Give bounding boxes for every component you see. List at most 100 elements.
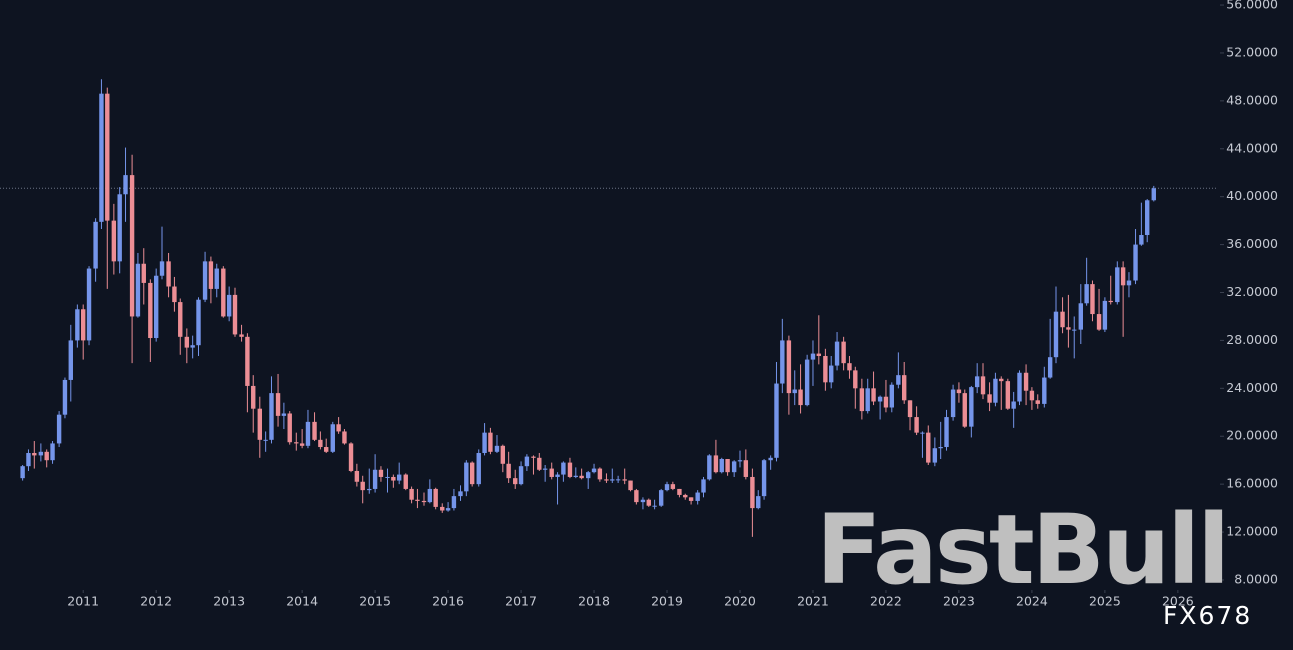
candle-body xyxy=(469,462,475,485)
x-tick-label: 2023 xyxy=(943,594,975,609)
watermark: FastBull xyxy=(816,494,1227,606)
candle-body xyxy=(987,394,992,403)
y-tick-label: 56.0000 xyxy=(1226,0,1278,12)
candle-body xyxy=(1011,401,1016,409)
candle-body xyxy=(901,375,907,401)
candle-body xyxy=(604,479,609,481)
candle-body xyxy=(178,302,183,337)
candle-body xyxy=(707,455,712,480)
candle-body xyxy=(360,481,365,491)
x-tick-label: 2019 xyxy=(651,594,683,609)
candle-body xyxy=(628,480,633,491)
candle-body xyxy=(342,431,347,444)
candle-body xyxy=(336,424,341,432)
candle-body xyxy=(1042,377,1047,404)
candle-body xyxy=(415,499,420,501)
candle-body xyxy=(1102,300,1108,330)
candle-body xyxy=(853,370,858,389)
y-tick-label: 36.0000 xyxy=(1226,236,1278,251)
y-tick-label: 20.0000 xyxy=(1226,428,1278,443)
candle-body xyxy=(962,393,967,427)
candle-body xyxy=(664,484,670,491)
candle-body xyxy=(348,443,354,471)
candle-body xyxy=(896,375,901,385)
candle-body xyxy=(658,490,664,506)
candle-body xyxy=(239,334,244,337)
candle-body xyxy=(1072,329,1077,331)
candle-body xyxy=(761,460,767,497)
candle-body xyxy=(208,261,214,289)
candle-body xyxy=(391,476,396,481)
candle-body xyxy=(202,261,208,300)
candle-body xyxy=(38,451,44,456)
candle-body xyxy=(458,491,463,497)
candle-body xyxy=(926,432,931,463)
candle-body xyxy=(713,455,719,473)
candle-body xyxy=(135,263,141,317)
candle-body xyxy=(810,353,816,360)
candle-body xyxy=(829,365,834,383)
candle-body xyxy=(451,496,457,509)
candle-body xyxy=(318,439,323,448)
candle-body xyxy=(944,417,949,448)
candle-body xyxy=(1096,314,1102,330)
candle-body xyxy=(500,445,506,464)
candle-body xyxy=(531,456,536,458)
x-tick-label: 2018 xyxy=(578,594,610,609)
candle-body xyxy=(786,340,792,394)
y-tick-label: 12.0000 xyxy=(1226,524,1278,539)
x-tick-label: 2011 xyxy=(67,594,99,609)
candle-body xyxy=(172,286,177,303)
candle-body xyxy=(56,414,62,444)
x-tick-label: 2013 xyxy=(213,594,245,609)
candle-body xyxy=(524,456,530,467)
x-tick-label: 2025 xyxy=(1089,594,1121,609)
candle-body xyxy=(731,461,737,473)
candle-body xyxy=(1115,267,1120,303)
y-tick-label: 24.0000 xyxy=(1226,380,1278,395)
source-label: FX678 xyxy=(1163,601,1252,630)
candle-body xyxy=(688,497,694,501)
candle-body xyxy=(597,468,603,480)
candle-body xyxy=(26,453,31,467)
candle-body xyxy=(701,479,706,493)
candle-body xyxy=(221,268,226,317)
candle-body xyxy=(542,468,548,470)
candle-body xyxy=(634,490,639,503)
candle-body xyxy=(1053,311,1059,358)
candle-body xyxy=(1017,372,1022,402)
x-tick-label: 2024 xyxy=(1016,594,1048,609)
candle-body xyxy=(80,309,86,341)
candle-body xyxy=(1090,284,1095,315)
candle-body xyxy=(263,439,268,441)
candle-body xyxy=(719,458,724,473)
candle-body xyxy=(567,462,573,477)
candle-body xyxy=(1151,188,1156,201)
candle-body xyxy=(993,378,998,403)
x-tick-label: 2016 xyxy=(432,594,464,609)
candle-body xyxy=(1005,381,1011,409)
candle-body xyxy=(743,460,749,477)
candle-body xyxy=(214,268,219,289)
y-tick-label: 16.0000 xyxy=(1226,476,1278,491)
candle-body xyxy=(305,421,311,446)
x-tick-label: 2026 xyxy=(1162,594,1194,609)
candle-body xyxy=(883,396,889,408)
candle-body xyxy=(586,472,591,479)
candle-body xyxy=(932,448,938,463)
candle-body xyxy=(1029,390,1035,401)
candle-body xyxy=(433,488,438,507)
candle-body xyxy=(232,294,238,335)
x-tick-label: 2022 xyxy=(870,594,902,609)
x-tick-label: 2015 xyxy=(359,594,391,609)
y-tick-label: 8.0000 xyxy=(1234,571,1278,586)
candle-body xyxy=(756,496,761,509)
candle-body xyxy=(956,389,962,394)
candle-body xyxy=(409,488,414,500)
x-tick-label: 2021 xyxy=(797,594,829,609)
candle-body xyxy=(816,353,822,356)
candle-body xyxy=(725,458,730,473)
candle-body xyxy=(914,417,919,433)
candle-body xyxy=(889,384,894,408)
